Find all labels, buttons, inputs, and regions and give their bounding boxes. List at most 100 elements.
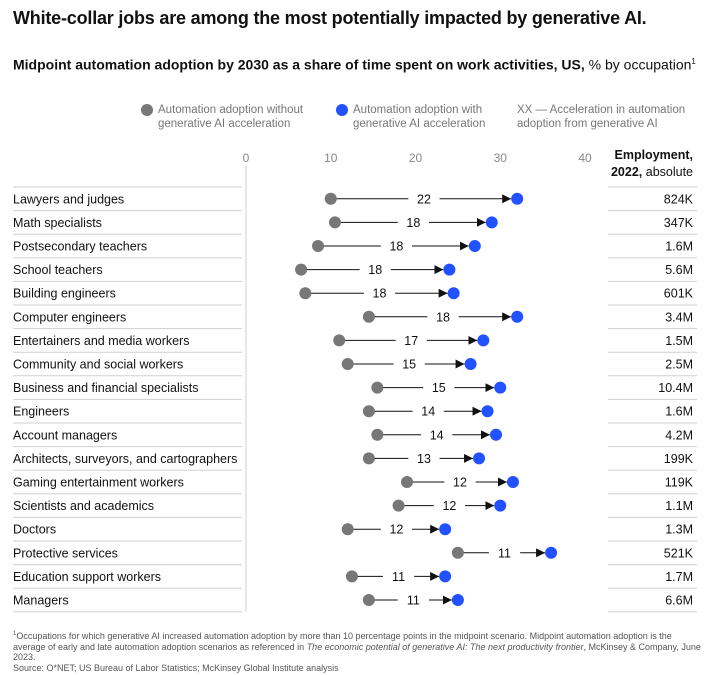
dot-without: [299, 287, 312, 300]
dot-with: [477, 334, 490, 347]
chart-row: Computer engineers 18 3.4M: [13, 310, 697, 330]
acceleration-label: 12: [389, 523, 403, 537]
chart-row: Education support workers 11 1.7M: [13, 570, 697, 589]
acceleration-label: 17: [404, 334, 418, 348]
acceleration-label: 22: [417, 192, 431, 206]
occupation-label: Community and social workers: [13, 358, 183, 372]
legend-with-dot-icon: [336, 104, 348, 116]
acceleration-label: 11: [392, 570, 405, 584]
chart-row: Gaming entertainment workers 12 119K: [13, 476, 697, 495]
dot-with: [443, 263, 456, 276]
dot-without: [362, 405, 375, 418]
employment-value: 3.4M: [665, 310, 693, 324]
footnote-source: Source: O*NET; US Bureau of Labor Statis…: [13, 662, 339, 673]
chart-row: Math specialists 18 347K: [13, 216, 697, 235]
dumbbell-chart: 0 10 20 30 40 Lawyers and judges 22 824K Math s…: [13, 148, 697, 613]
occupation-label: Business and financial specialists: [13, 381, 199, 395]
subtitle-normal: % by occupation: [584, 56, 692, 73]
chart-row: Entertainers and media workers 17 1.5M: [13, 334, 697, 353]
dot-without: [312, 240, 325, 252]
subtitle-footnote-marker: 1: [691, 57, 696, 66]
footnote-text-2: , McKinsey & Company, June 2023.: [13, 641, 701, 663]
occupation-label: Doctors: [13, 523, 56, 537]
dot-without: [371, 428, 384, 441]
dot-with: [447, 287, 460, 300]
occupation-label: Protective services: [13, 546, 118, 560]
chart-row: Doctors 12 1.3M: [13, 523, 697, 542]
employment-value: 1.6M: [665, 405, 693, 419]
dot-with: [468, 240, 481, 252]
employment-value: 5.6M: [665, 263, 693, 277]
dot-with: [494, 381, 507, 394]
dot-without: [392, 499, 405, 512]
dot-with: [490, 428, 503, 441]
dot-with: [439, 570, 452, 583]
occupation-label: School teachers: [13, 263, 103, 277]
acceleration-label: 14: [430, 428, 444, 442]
subtitle-bold: Midpoint automation adoption by 2030 as …: [13, 56, 585, 73]
dot-without: [341, 523, 354, 536]
occupation-label: Lawyers and judges: [13, 192, 124, 206]
dot-without: [362, 310, 375, 323]
occupation-label: Engineers: [13, 405, 69, 419]
legend-without: Automation adoption without generative A…: [158, 104, 304, 130]
dot-with: [485, 216, 498, 229]
occupation-label: Building engineers: [13, 287, 116, 301]
dot-with: [439, 523, 452, 536]
occupation-label: Postsecondary teachers: [13, 240, 147, 254]
chart-row: School teachers 18 5.6M: [13, 263, 697, 282]
acceleration-label: 14: [421, 405, 435, 419]
employment-value: 10.4M: [658, 381, 693, 395]
acceleration-label: 11: [498, 546, 511, 560]
occupation-label: Math specialists: [13, 216, 102, 230]
x-tick-label: 10: [324, 151, 338, 165]
employment-value: 2.5M: [665, 358, 693, 372]
acceleration-label: 13: [417, 452, 431, 466]
footnote-marker: 1: [13, 631, 17, 637]
footnote-text: 1Occupations for which generative AI inc…: [13, 629, 703, 663]
occupation-label: Gaming entertainment workers: [13, 476, 184, 490]
dot-without: [371, 381, 384, 394]
x-tick-label: 0: [243, 151, 250, 165]
employment-value: 199K: [664, 452, 694, 466]
occupation-label: Account managers: [13, 428, 117, 442]
dot-without: [324, 192, 337, 205]
footnote-text-1: Occupations for which generative AI incr…: [13, 631, 672, 652]
chart-row: Account managers 14 4.2M: [13, 428, 697, 448]
occupation-label: Education support workers: [13, 570, 161, 584]
dot-with: [506, 476, 519, 488]
dot-with: [464, 358, 477, 370]
acceleration-label: 12: [442, 499, 456, 513]
acceleration-label: 15: [432, 381, 446, 395]
chart-row: Postsecondary teachers 18 1.6M: [13, 240, 697, 259]
legend-with: Automation adoption with generative AI a…: [353, 104, 486, 130]
acceleration-label: 12: [453, 476, 467, 490]
employment-value: 119K: [665, 476, 694, 490]
acceleration-label: 18: [389, 240, 403, 254]
chart-row: Lawyers and judges 22 824K: [13, 186, 697, 212]
chart-row: Architects, surveyors, and cartographers…: [13, 452, 697, 471]
dot-with: [473, 452, 486, 465]
x-tick-label: 40: [578, 151, 592, 165]
dot-without: [341, 358, 354, 370]
employment-value: 824K: [664, 192, 694, 206]
employment-value: 1.5M: [665, 334, 693, 348]
acceleration-label: 18: [368, 263, 382, 277]
chart-row: Engineers 14 1.6M: [13, 405, 697, 424]
employment-value: 1.3M: [665, 523, 693, 537]
dot-without: [451, 546, 464, 559]
employment-value: 6.6M: [665, 594, 693, 608]
acceleration-label: 18: [436, 310, 450, 324]
dot-without: [295, 263, 308, 276]
occupation-label: Computer engineers: [13, 310, 126, 324]
chart-row: Business and financial specialists 15 10.4…: [13, 381, 697, 400]
dot-with: [545, 546, 558, 559]
acceleration-label: 18: [373, 287, 387, 301]
employment-value: 521K: [664, 546, 694, 560]
chart-row: Managers 11 6.6M: [13, 594, 697, 613]
employment-value: 1.7M: [665, 570, 693, 584]
x-tick-label: 30: [494, 151, 508, 165]
employment-value: 347K: [664, 216, 694, 230]
dot-with: [481, 405, 494, 418]
dot-with: [511, 310, 524, 323]
